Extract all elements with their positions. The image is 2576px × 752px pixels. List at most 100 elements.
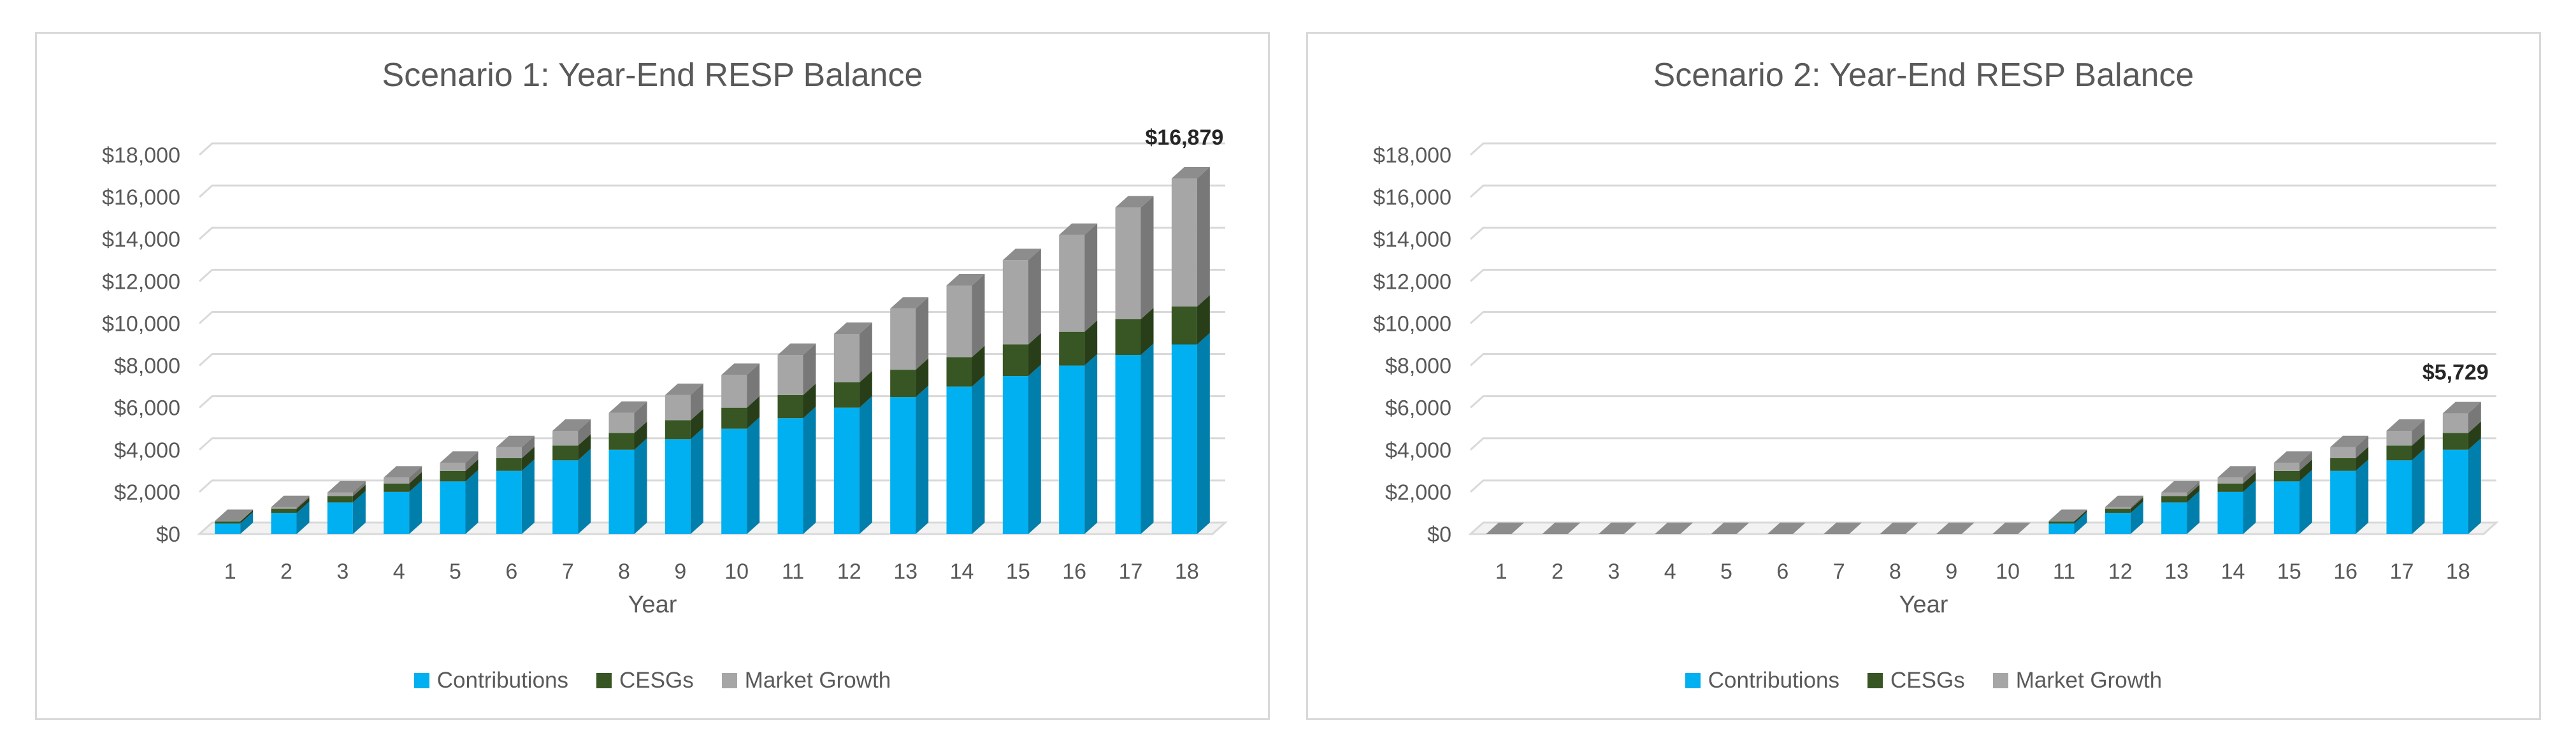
legend-label: CESGs [619, 668, 694, 693]
bar-top [2105, 495, 2143, 507]
x-tick-label: 15 [2277, 560, 2301, 584]
bar-stack [2442, 401, 2481, 534]
bar-segment [777, 394, 803, 419]
y-tick-label: $0 [156, 523, 180, 547]
bar-segment-side [465, 470, 479, 534]
bar-segment-side [296, 501, 310, 534]
bar-segment-side [2356, 435, 2369, 458]
bar-segment-side [1140, 196, 1154, 319]
y-tick-label: $6,000 [1385, 396, 1451, 421]
legend-item-market-growth: Market Growth [1992, 668, 2162, 693]
bar-segment [384, 491, 410, 534]
bar-top [215, 509, 254, 521]
bar-segment-side [352, 481, 366, 496]
bar-segment [721, 407, 747, 429]
bar-segment [2273, 463, 2299, 471]
y-tick-label: $14,000 [102, 228, 180, 252]
x-tick-label: 7 [1833, 560, 1845, 584]
bar-stack [833, 322, 872, 534]
bar-segment-side [296, 495, 310, 509]
bar-segment [1002, 376, 1028, 534]
bar-segment-side [2412, 434, 2425, 461]
bar-stack [2273, 451, 2312, 534]
x-tick-label: 8 [1889, 560, 1901, 584]
bar-segment-side [2130, 501, 2143, 534]
bar-segment [946, 357, 972, 387]
legend-swatch-cesgs [1867, 673, 1883, 688]
bar-stack [721, 363, 760, 534]
bar-segment [2048, 521, 2075, 524]
bar-segment-side [1197, 295, 1210, 345]
bar-segment [665, 439, 691, 534]
bar-segment [552, 445, 579, 461]
bar-stack [1115, 196, 1154, 534]
gridline [1469, 268, 2496, 282]
legend-label: Market Growth [744, 668, 891, 693]
bar-segment-side [803, 407, 816, 534]
bar-segment [721, 375, 747, 408]
bar-segment [1115, 319, 1141, 356]
bar-stack [608, 401, 647, 534]
bar-segment [946, 386, 972, 534]
bar-segment [2442, 449, 2468, 534]
bar-segment-side [2299, 459, 2312, 482]
bar-top [721, 363, 760, 375]
bar-segment [496, 458, 522, 471]
bar-segment [2442, 413, 2468, 433]
bar-segment-side [1084, 223, 1098, 332]
gridline [1469, 437, 2496, 451]
bar-segment-side [521, 447, 535, 471]
y-tick-label: $16,000 [102, 185, 180, 210]
bar-top [552, 419, 591, 431]
bar-top [2273, 451, 2312, 463]
bar-empty [1824, 523, 1862, 534]
bar-segment-side [2299, 470, 2312, 534]
chart-legend: Contributions CESGs Market Growth [37, 668, 1268, 693]
x-tick-label: 16 [1062, 560, 1086, 584]
bar-segment-side [747, 396, 760, 429]
legend-swatch-contributions [414, 673, 429, 688]
bar-stack [1486, 523, 1525, 534]
bar-segment [2330, 458, 2356, 471]
x-tick-label: 16 [2333, 560, 2357, 584]
legend-item-contributions: Contributions [414, 668, 568, 693]
bar-empty [1711, 523, 1750, 534]
bar-top [1115, 196, 1154, 208]
bar-top [1171, 167, 1210, 179]
bar-top [946, 273, 985, 286]
bar-segment-side [521, 435, 535, 458]
bar-segment-side [2187, 491, 2200, 534]
bar-segment [665, 420, 691, 440]
bar-segment [271, 512, 297, 534]
bar-segment [1115, 207, 1141, 319]
bar-stack [777, 343, 816, 534]
bar-top [608, 401, 647, 413]
bar-top [890, 297, 929, 309]
bar-segment-side [409, 472, 422, 492]
gridline [198, 479, 1225, 493]
bar-segment [2217, 483, 2243, 492]
bar-segment [777, 418, 803, 534]
bar-segment-side [409, 480, 422, 534]
bar-segment [721, 428, 747, 534]
bar-segment [946, 285, 972, 358]
bar-segment-side [916, 297, 929, 370]
gridline [198, 395, 1225, 409]
bar-top [2161, 481, 2200, 493]
gridline [198, 437, 1225, 451]
bar-top [384, 466, 422, 478]
gridline [1469, 184, 2496, 198]
legend-swatch-market-growth [721, 673, 737, 688]
bar-segment [440, 481, 466, 534]
bar-top [327, 481, 366, 493]
x-tick-label: 13 [893, 560, 917, 584]
gridline [198, 268, 1225, 282]
bar-stack [890, 297, 929, 534]
bar-segment-side [2130, 495, 2143, 509]
bar-segment [833, 382, 860, 408]
data-label-final-balance: $16,879 [1145, 126, 1223, 150]
bar-stack [1992, 523, 2031, 534]
gridline [1469, 395, 2496, 409]
bar-segment-side [2299, 451, 2312, 471]
y-tick-label: $16,000 [1373, 185, 1451, 210]
